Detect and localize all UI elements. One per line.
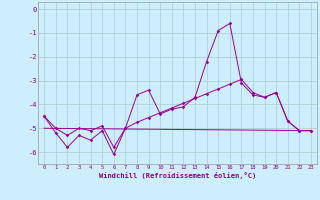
X-axis label: Windchill (Refroidissement éolien,°C): Windchill (Refroidissement éolien,°C): [99, 172, 256, 179]
